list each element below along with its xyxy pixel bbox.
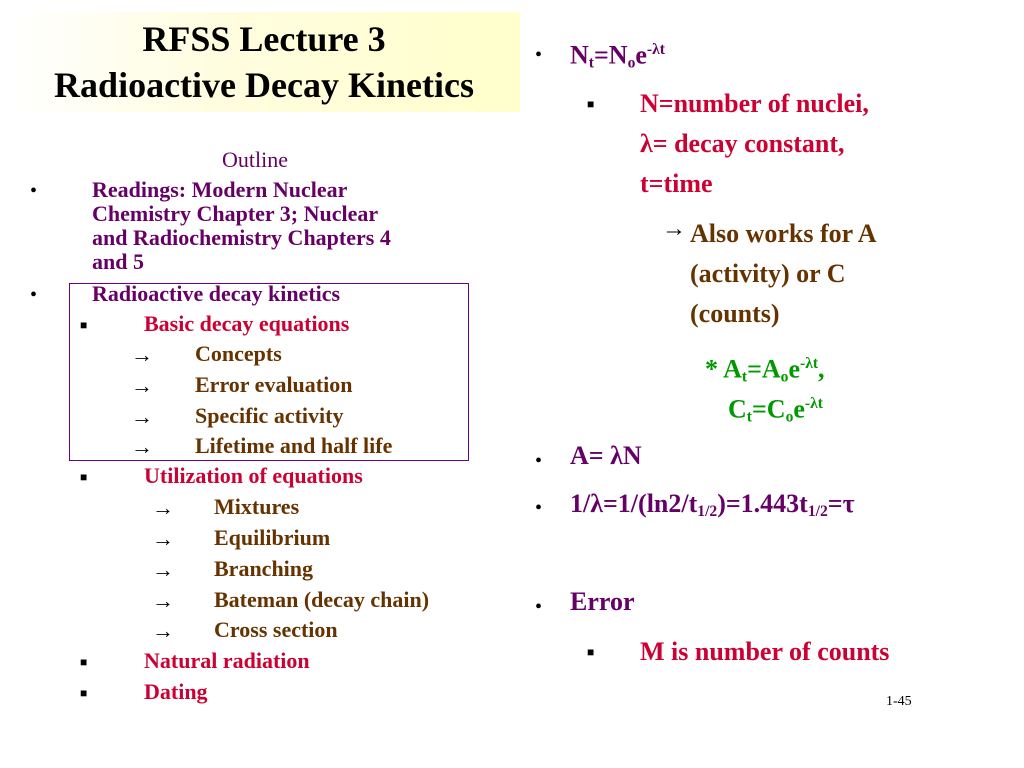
arrow-icon: → bbox=[662, 216, 686, 242]
counts-equation: Ct=Coe-λt bbox=[728, 394, 823, 426]
square-bullet-icon: ■ bbox=[80, 318, 88, 332]
also-line-2: (activity) or C bbox=[690, 259, 846, 288]
square-bullet-icon: ■ bbox=[587, 645, 595, 659]
square-bullet-icon: ■ bbox=[80, 655, 88, 669]
arrow-icon: → bbox=[131, 434, 153, 459]
readings-line-1: Readings: Modern Nuclear bbox=[92, 177, 348, 202]
also-line-3: (counts) bbox=[690, 299, 780, 328]
arrow-icon: → bbox=[152, 495, 174, 520]
readings-line-3: and Radiochemistry Chapters 4 bbox=[92, 225, 391, 250]
highlight-box bbox=[69, 283, 469, 461]
activity-relation: A= λN bbox=[570, 441, 642, 470]
activity-equation: * At=Aoe-λt, bbox=[705, 354, 825, 386]
square-bullet-icon: ■ bbox=[587, 97, 595, 111]
arrow-icon: → bbox=[152, 526, 174, 551]
outline-heading: Outline bbox=[222, 147, 288, 172]
basic-decay-item: Basic decay equations bbox=[144, 311, 350, 336]
natural-radiation-item: Natural radiation bbox=[144, 648, 310, 673]
readings-line-4: and 5 bbox=[92, 249, 144, 274]
decay-kinetics-item: Radioactive decay kinetics bbox=[92, 281, 341, 306]
def-lambda: λ= decay constant, bbox=[640, 129, 845, 158]
slide-title: RFSS Lecture 3 Radioactive Decay Kinetic… bbox=[8, 16, 520, 108]
bullet-icon: • bbox=[535, 44, 543, 66]
bullet-readings: • bbox=[30, 180, 38, 202]
mixtures-item: Mixtures bbox=[214, 494, 300, 519]
bullet-icon: • bbox=[535, 596, 543, 618]
concepts-item: Concepts bbox=[195, 341, 282, 366]
title-line-2: Radioactive Decay Kinetics bbox=[54, 65, 474, 105]
arrow-icon: → bbox=[131, 373, 153, 398]
utilization-item: Utilization of equations bbox=[144, 463, 363, 488]
lifetime-item: Lifetime and half life bbox=[195, 433, 393, 458]
arrow-icon: → bbox=[131, 342, 153, 367]
page-number: 1-45 bbox=[886, 694, 912, 709]
error-evaluation-item: Error evaluation bbox=[195, 372, 353, 397]
bullet-icon: • bbox=[535, 497, 543, 519]
error-heading: Error bbox=[570, 587, 635, 616]
dating-item: Dating bbox=[144, 679, 208, 704]
cross-section-item: Cross section bbox=[214, 617, 338, 642]
def-n: N=number of nuclei, bbox=[640, 89, 869, 118]
readings-line-2: Chemistry Chapter 3; Nuclear bbox=[92, 201, 379, 226]
bateman-item: Bateman (decay chain) bbox=[214, 587, 430, 612]
equilibrium-item: Equilibrium bbox=[214, 525, 331, 550]
title-line-1: RFSS Lecture 3 bbox=[142, 19, 386, 59]
counts-def: M is number of counts bbox=[640, 637, 890, 666]
arrow-icon: → bbox=[131, 404, 153, 429]
square-bullet-icon: ■ bbox=[80, 686, 88, 700]
branching-item: Branching bbox=[214, 556, 314, 581]
specific-activity-item: Specific activity bbox=[195, 403, 344, 428]
arrow-icon: → bbox=[152, 618, 174, 643]
decay-equation: Nt=Noe-λt bbox=[570, 40, 665, 72]
also-line-1: Also works for A bbox=[690, 219, 877, 248]
half-life-relation: 1/λ=1/(ln2/t1/2)=1.443t1/2=τ bbox=[570, 489, 855, 520]
def-t: t=time bbox=[640, 169, 713, 198]
bullet-icon: • bbox=[535, 450, 543, 472]
title-background bbox=[8, 12, 520, 112]
square-bullet-icon: ■ bbox=[80, 470, 88, 484]
arrow-icon: → bbox=[152, 557, 174, 582]
arrow-icon: → bbox=[152, 588, 174, 613]
bullet-decay-kinetics: • bbox=[30, 284, 38, 306]
